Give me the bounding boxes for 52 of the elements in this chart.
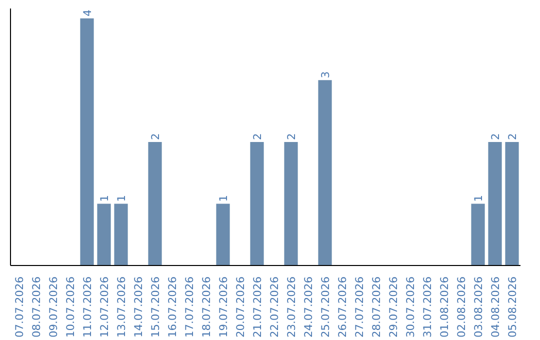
bar [97,204,111,266]
data-label: 2 [285,133,298,140]
x-tick-label: 05.08.2026 [506,276,519,338]
x-tick-label: 19.07.2026 [217,276,230,338]
x-tick-label: 02.08.2026 [455,276,468,338]
x-tick-label: 31.07.2026 [421,276,434,338]
data-label: 1 [472,194,485,202]
data-label: 2 [149,133,162,140]
x-tick-label: 15.07.2026 [149,276,162,338]
x-tick-label: 17.07.2026 [183,276,196,338]
x-tick-label: 03.08.2026 [472,276,485,338]
data-label: 2 [489,133,502,140]
data-label: 1 [217,194,230,202]
bar [471,204,485,266]
bar [318,80,332,266]
bar [114,204,128,266]
x-tick-label: 20.07.2026 [234,276,247,338]
data-label: 2 [506,133,519,140]
x-tick-label: 07.07.2026 [13,276,26,338]
x-tick-label: 18.07.2026 [200,276,213,338]
x-tick-label: 28.07.2026 [370,276,383,338]
bar [80,18,94,266]
data-label: 3 [319,71,332,78]
bar [284,142,298,266]
x-tick-label: 14.07.2026 [132,276,145,338]
bar [148,142,162,266]
x-tick-label: 11.07.2026 [81,276,94,338]
data-label: 1 [115,194,128,202]
x-tick-label: 12.07.2026 [98,276,111,338]
x-tick-label: 29.07.2026 [387,276,400,338]
x-tick-label: 22.07.2026 [268,276,281,338]
bar [505,142,519,266]
bar [488,142,502,266]
x-tick-label: 24.07.2026 [302,276,315,338]
bar [216,204,230,266]
x-tick-label: 30.07.2026 [404,276,417,338]
x-tick-label: 26.07.2026 [336,276,349,338]
x-tick-label: 27.07.2026 [353,276,366,338]
x-tick-label: 21.07.2026 [251,276,264,338]
x-tick-label: 09.07.2026 [47,276,60,338]
data-label: 2 [251,133,264,140]
x-tick-label: 08.07.2026 [30,276,43,338]
x-tick-label: 25.07.2026 [319,276,332,338]
x-tick-label: 16.07.2026 [166,276,179,338]
x-tick-label: 13.07.2026 [115,276,128,338]
x-tick-label: 04.08.2026 [489,276,502,338]
x-tick-label: 23.07.2026 [285,276,298,338]
x-tick-label: 10.07.2026 [64,276,77,338]
x-tick-label: 01.08.2026 [438,276,451,338]
data-label: 1 [98,194,111,202]
bar [250,142,264,266]
data-label: 4 [81,9,94,16]
